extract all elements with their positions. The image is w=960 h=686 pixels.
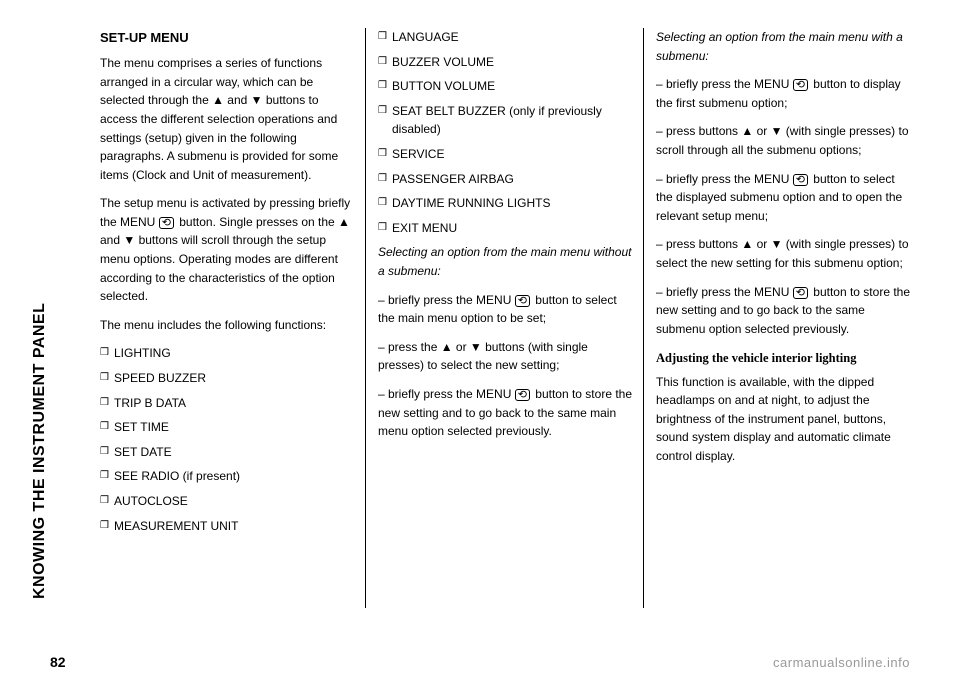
list-item: LIGHTING [100,344,354,363]
step-item: – briefly press the MENU button to displ… [656,75,910,112]
menu-icon [793,285,810,299]
step-item: – press buttons ▲ or ▼ (with single pres… [656,235,910,272]
step-item: – briefly press the MENU button to selec… [378,291,632,328]
page-number: 82 [50,654,66,670]
list-item: SEE RADIO (if present) [100,467,354,486]
setup-menu-activation: The setup menu is activated by pressing … [100,194,354,306]
step-item: – briefly press the MENU button to store… [378,385,632,441]
list-item: BUTTON VOLUME [378,77,632,96]
menu-icon [515,387,532,401]
menu-icon [159,215,176,229]
list-item: AUTOCLOSE [100,492,354,511]
list-item: BUZZER VOLUME [378,53,632,72]
column-3: Selecting an option from the main menu w… [656,28,910,608]
list-item: SET DATE [100,443,354,462]
step-item: – press buttons ▲ or ▼ (with single pres… [656,122,910,159]
content-columns: SET-UP MENU The menu comprises a series … [100,28,910,608]
list-item: SERVICE [378,145,632,164]
interior-lighting-text: This function is available, with the dip… [656,373,910,466]
list-item: MEASUREMENT UNIT [100,517,354,536]
menu-includes-label: The menu includes the following function… [100,316,354,335]
menu-functions-list-2: LANGUAGE BUZZER VOLUME BUTTON VOLUME SEA… [378,28,632,237]
interior-lighting-title: Adjusting the vehicle interior lighting [656,350,910,366]
menu-icon [515,293,532,307]
watermark: carmanualsonline.info [773,655,910,670]
text-span: – briefly press the MENU [656,172,793,186]
list-item: TRIP B DATA [100,394,354,413]
menu-icon [793,172,810,186]
menu-functions-list-1: LIGHTING SPEED BUZZER TRIP B DATA SET TI… [100,344,354,535]
list-item: EXIT MENU [378,219,632,238]
list-item: SEAT BELT BUZZER (only if previously dis… [378,102,632,139]
section-tab-label: KNOWING THE INSTRUMENT PANEL [31,39,49,599]
step-item: – press the ▲ or ▼ buttons (with single … [378,338,632,375]
list-item: SPEED BUZZER [100,369,354,388]
selecting-with-submenu-heading: Selecting an option from the main menu w… [656,28,910,65]
setup-menu-intro: The menu comprises a series of functions… [100,54,354,184]
setup-menu-title: SET-UP MENU [100,28,354,48]
text-span: – briefly press the MENU [378,387,515,401]
section-tab: KNOWING THE INSTRUMENT PANEL [20,30,50,580]
column-2: LANGUAGE BUZZER VOLUME BUTTON VOLUME SEA… [378,28,632,608]
step-item: – briefly press the MENU button to store… [656,283,910,339]
list-item: SET TIME [100,418,354,437]
column-1: SET-UP MENU The menu comprises a series … [100,28,354,608]
list-item: LANGUAGE [378,28,632,47]
text-span: – briefly press the MENU [656,285,793,299]
manual-page: KNOWING THE INSTRUMENT PANEL SET-UP MENU… [0,0,960,686]
list-item: PASSENGER AIRBAG [378,170,632,189]
menu-icon [793,77,810,91]
list-item: DAYTIME RUNNING LIGHTS [378,194,632,213]
text-span: – briefly press the MENU [656,77,793,91]
text-span: – briefly press the MENU [378,293,515,307]
step-item: – briefly press the MENU button to selec… [656,170,910,226]
selecting-no-submenu-heading: Selecting an option from the main menu w… [378,243,632,280]
